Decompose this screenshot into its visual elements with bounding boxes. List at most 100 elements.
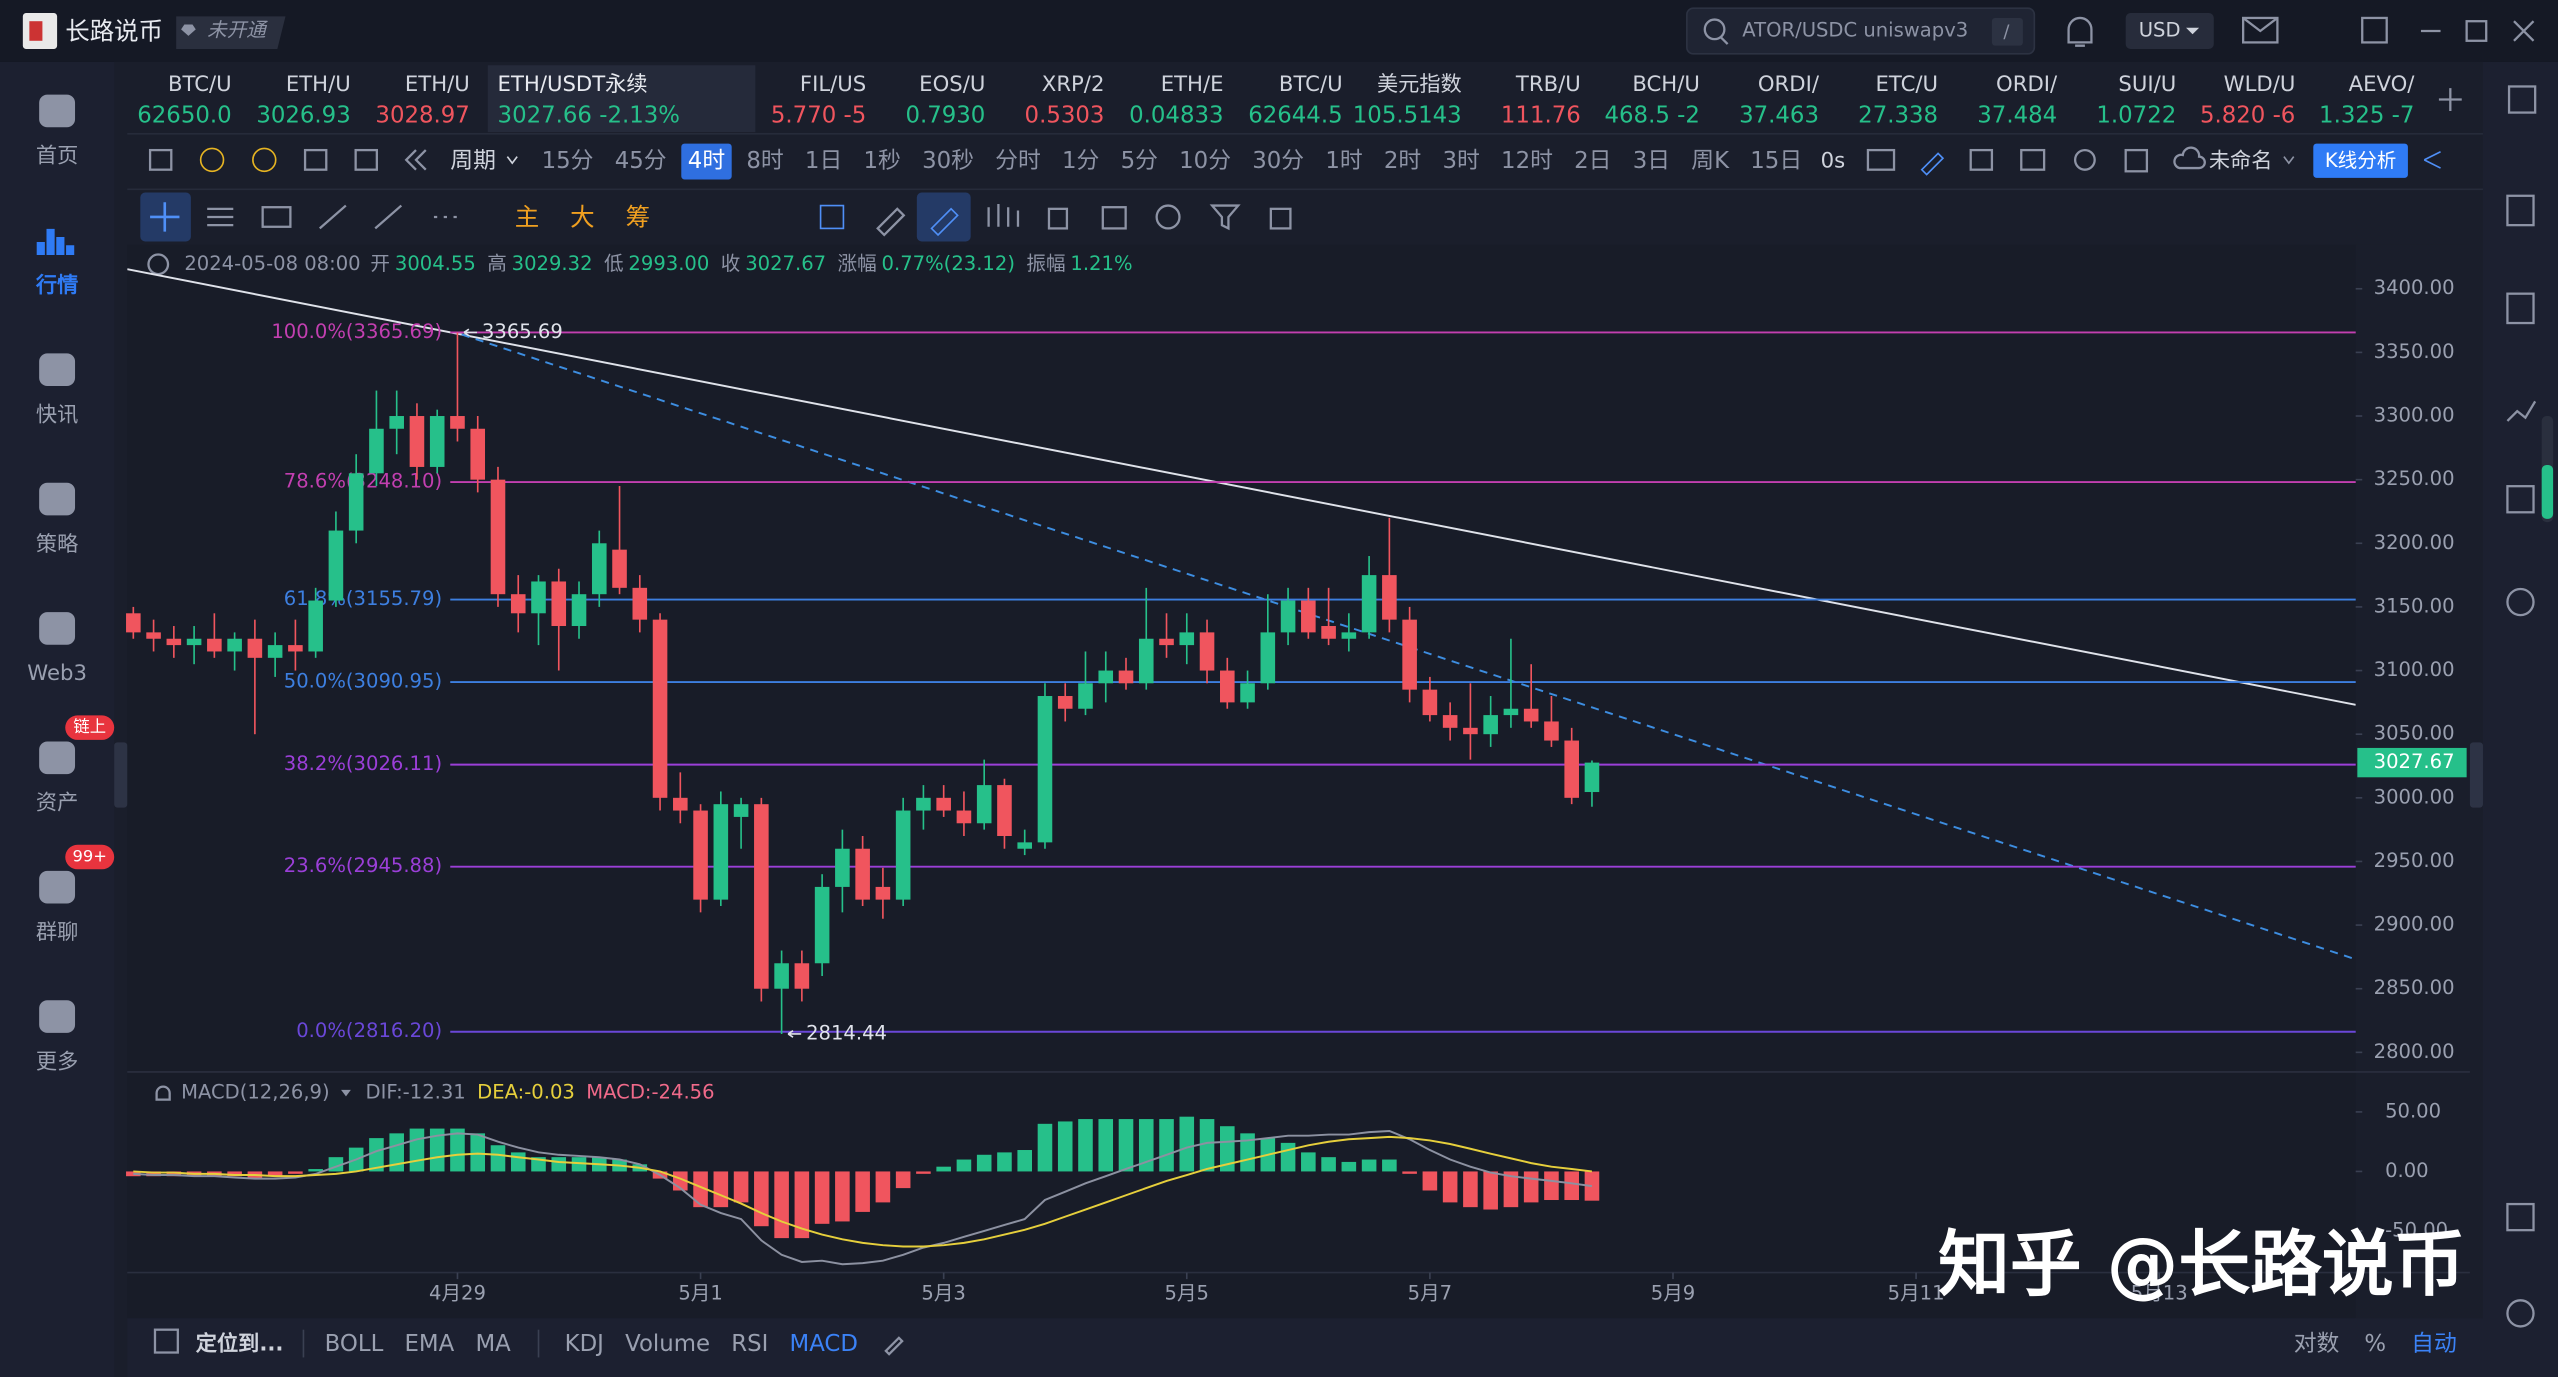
edit-icon[interactable] [884, 1336, 904, 1356]
period-option[interactable]: 3日 [1633, 148, 1670, 174]
ticker-price[interactable]: 62650.0 [137, 102, 231, 128]
ticker-symbol[interactable]: XRP/2 [1042, 71, 1105, 96]
ticker-price[interactable]: 1.0722 [2096, 102, 2176, 128]
tb-icon[interactable] [2073, 148, 2096, 171]
tool-icon[interactable] [1101, 206, 1127, 230]
nav-icon[interactable] [39, 870, 76, 904]
indicator-tool[interactable]: 筹 [626, 203, 650, 232]
period-option[interactable]: 1日 [805, 148, 842, 174]
scale-option[interactable]: 对数 [2294, 1331, 2340, 1357]
ticker-price[interactable]: 5.770 -5 [771, 102, 866, 128]
nav-icon[interactable] [39, 353, 76, 387]
period-option[interactable]: 30秒 [922, 148, 974, 174]
locate[interactable]: 定位到... [196, 1330, 284, 1355]
scrollbar-thumb[interactable] [2541, 464, 2554, 519]
filter-icon[interactable] [1209, 204, 1241, 231]
ticker-symbol[interactable]: SUI/U [2118, 71, 2176, 96]
side-icon[interactable] [2506, 400, 2537, 422]
currency[interactable]: USD [2139, 18, 2181, 41]
ticker-price[interactable]: 105.5143 [1353, 102, 1462, 128]
lines-tool[interactable] [207, 207, 234, 227]
pin-icon[interactable] [2361, 16, 2388, 44]
side-icon[interactable] [2506, 1299, 2535, 1328]
indicator[interactable]: BOLL [325, 1331, 384, 1357]
indicator[interactable]: MACD [790, 1331, 858, 1357]
close-button[interactable] [2513, 20, 2535, 42]
ticker-price[interactable]: 62644.5 [1248, 102, 1342, 128]
indicator[interactable]: RSI [731, 1331, 768, 1357]
side-icon[interactable] [2506, 485, 2535, 514]
tb-icon[interactable] [252, 147, 277, 173]
ticker-symbol[interactable]: TRB/U [1515, 71, 1581, 96]
period-option[interactable]: 5分 [1121, 148, 1158, 174]
tb-icon[interactable] [2020, 148, 2046, 171]
ticker-symbol[interactable]: ORDI/ [1996, 71, 2058, 96]
nav-icon[interactable] [36, 228, 75, 256]
scroll-handle[interactable] [2469, 742, 2483, 808]
tb-icon[interactable] [354, 148, 378, 171]
scale-option[interactable]: 自动 [2411, 1331, 2457, 1357]
ticker-price[interactable]: 37.484 [1977, 102, 2057, 128]
side-icon[interactable] [2506, 587, 2535, 617]
ticker-symbol[interactable]: ETC/U [1876, 71, 1939, 96]
nav-icon[interactable] [39, 1000, 76, 1033]
indicator[interactable]: KDJ [565, 1331, 604, 1357]
ticker-price[interactable]: 3026.93 [256, 102, 350, 128]
nav-icon[interactable] [39, 741, 76, 775]
tb-icon[interactable] [404, 149, 427, 171]
indicator[interactable]: MA [475, 1331, 511, 1357]
nav-label[interactable]: Web3 [27, 660, 87, 685]
side-icon[interactable] [2506, 1202, 2535, 1232]
side-icon[interactable] [2506, 292, 2535, 325]
ticker-symbol[interactable]: AEVO/ [2349, 71, 2416, 96]
period-option[interactable]: 1分 [1062, 148, 1099, 174]
share-icon[interactable] [2423, 151, 2441, 169]
period-option[interactable]: 15日 [1750, 148, 1802, 174]
trend-line-dashed[interactable] [461, 333, 2356, 961]
scroll-handle[interactable] [114, 742, 128, 808]
period-option[interactable]: 4时 [688, 148, 725, 174]
ray-tool[interactable] [318, 204, 347, 230]
period-option[interactable]: 8时 [746, 148, 783, 174]
ticker-price[interactable]: 111.76 [1501, 102, 1581, 128]
period-option[interactable]: 45分 [615, 148, 667, 174]
currency-select[interactable] [2125, 13, 2214, 49]
nav-label[interactable]: 资产 [36, 790, 78, 815]
nav-label[interactable]: 更多 [36, 1048, 78, 1073]
add-ticker[interactable] [2438, 88, 2462, 111]
nav-icon[interactable] [39, 612, 76, 645]
tb-icon[interactable] [303, 148, 328, 171]
tool-icon[interactable] [819, 204, 845, 230]
ticker-price[interactable]: 1.325 -7 [2319, 102, 2414, 128]
ticker-symbol[interactable]: ETH/E [1161, 71, 1224, 96]
nav-label[interactable]: 快讯 [36, 401, 78, 426]
tb-icon[interactable] [1866, 148, 1896, 171]
analysis-button[interactable]: K线分析 [2325, 149, 2397, 172]
ticker-price[interactable]: 5.820 -6 [2200, 102, 2295, 128]
bell-icon[interactable] [2067, 16, 2093, 47]
tb-icon[interactable] [148, 148, 173, 171]
ticker-symbol[interactable]: BTC/U [168, 71, 232, 96]
line-tool[interactable] [374, 204, 403, 230]
ticker-symbol[interactable]: BTC/U [1279, 71, 1343, 96]
indicator-tool[interactable]: 主 [515, 203, 539, 232]
ticker-price[interactable]: 468.5 -2 [1605, 102, 1700, 128]
period-option[interactable]: 15分 [542, 148, 594, 174]
side-icon[interactable] [2506, 194, 2535, 227]
mail-icon[interactable] [2242, 16, 2279, 44]
period-option[interactable]: 10分 [1179, 148, 1231, 174]
maximize-button[interactable] [2465, 20, 2488, 42]
nav-label[interactable]: 首页 [36, 143, 78, 168]
trend-line[interactable] [127, 268, 2356, 706]
ticker-price[interactable]: 0.7930 [905, 102, 985, 128]
tb-icon[interactable] [2124, 148, 2149, 173]
rect-tool[interactable] [261, 206, 292, 228]
grid-icon[interactable] [2507, 85, 2537, 114]
tool-icon[interactable] [1155, 204, 1181, 230]
nav-label[interactable]: 策略 [36, 531, 78, 556]
period-option[interactable]: 分时 [995, 148, 1041, 174]
tool-icon[interactable] [876, 207, 906, 237]
delete-icon[interactable] [1269, 207, 1292, 230]
tb-icon[interactable] [1920, 152, 1945, 176]
calendar-icon[interactable] [153, 1328, 179, 1354]
